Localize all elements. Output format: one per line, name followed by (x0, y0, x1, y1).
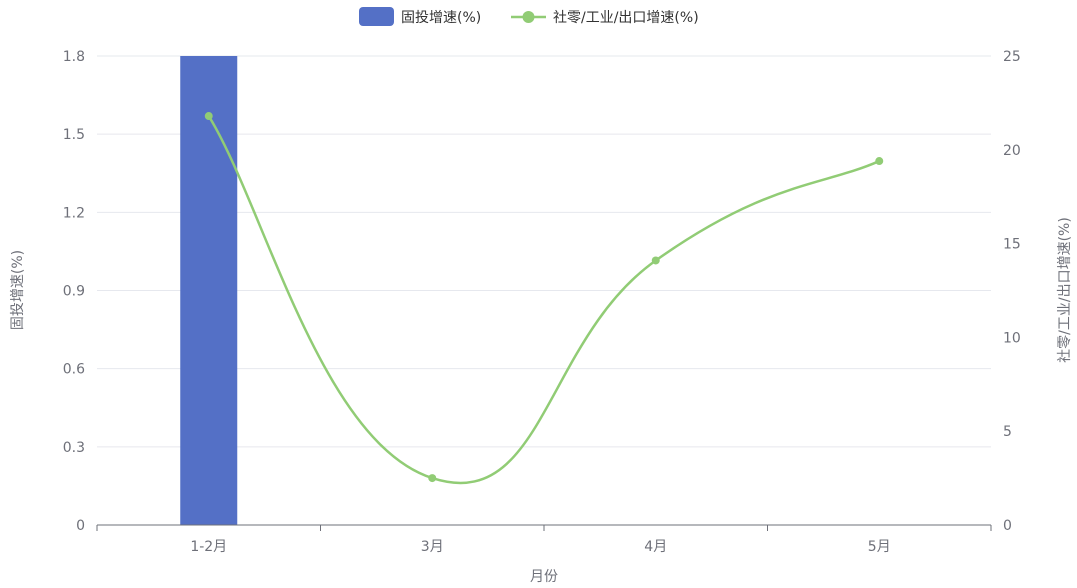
legend-bar-label: 固投增速(%) (401, 10, 481, 26)
series-line (207, 115, 880, 485)
line-point[interactable] (428, 474, 437, 483)
y-left-tick-label: 1.5 (63, 127, 85, 143)
x-tick-label: 4月 (644, 539, 667, 555)
x-axis: 1-2月 3月 4月 5月 (96, 524, 992, 555)
x-tick-label: 5月 (868, 539, 891, 555)
legend-line-marker (522, 11, 535, 23)
y-right-tick-label: 15 (1003, 237, 1021, 253)
y-axis-right-title: 社零/工业/出口增速(%) (1057, 217, 1073, 363)
y-axis-right: 0 5 10 15 20 25 (1003, 49, 1021, 534)
legend-bar-swatch (359, 7, 394, 26)
y-axis-left-title: 固投增速(%) (10, 250, 26, 330)
y-left-tick-label: 1.2 (63, 205, 85, 221)
line-point[interactable] (204, 112, 213, 121)
grid-lines (97, 55, 991, 448)
legend-item-bar[interactable]: 固投增速(%) (359, 7, 481, 26)
line-point[interactable] (651, 256, 660, 265)
legend-line-label: 社零/工业/出口增速(%) (553, 10, 699, 26)
x-tick-label: 3月 (421, 539, 444, 555)
x-axis-title: 月份 (530, 569, 558, 585)
bar[interactable] (180, 56, 238, 525)
line-point[interactable] (875, 157, 884, 166)
line-series (204, 112, 884, 485)
y-right-tick-label: 10 (1003, 330, 1021, 346)
x-tick-label: 1-2月 (190, 539, 227, 555)
y-right-tick-label: 0 (1003, 518, 1012, 534)
y-right-tick-label: 5 (1003, 424, 1012, 440)
y-left-tick-label: 1.8 (63, 49, 85, 65)
legend[interactable]: 固投增速(%) 社零/工业/出口增速(%) (359, 7, 699, 26)
y-left-tick-label: 0.6 (63, 362, 85, 378)
y-left-tick-label: 0.9 (63, 284, 85, 300)
legend-item-line[interactable]: 社零/工业/出口增速(%) (511, 10, 699, 26)
y-right-tick-label: 20 (1003, 143, 1021, 159)
y-right-tick-label: 25 (1003, 49, 1021, 65)
bars (180, 56, 238, 525)
y-axis-left: 0 0.3 0.6 0.9 1.2 1.5 1.8 (63, 49, 85, 534)
y-left-tick-label: 0.3 (63, 440, 85, 456)
y-left-tick-label: 0 (76, 518, 85, 534)
